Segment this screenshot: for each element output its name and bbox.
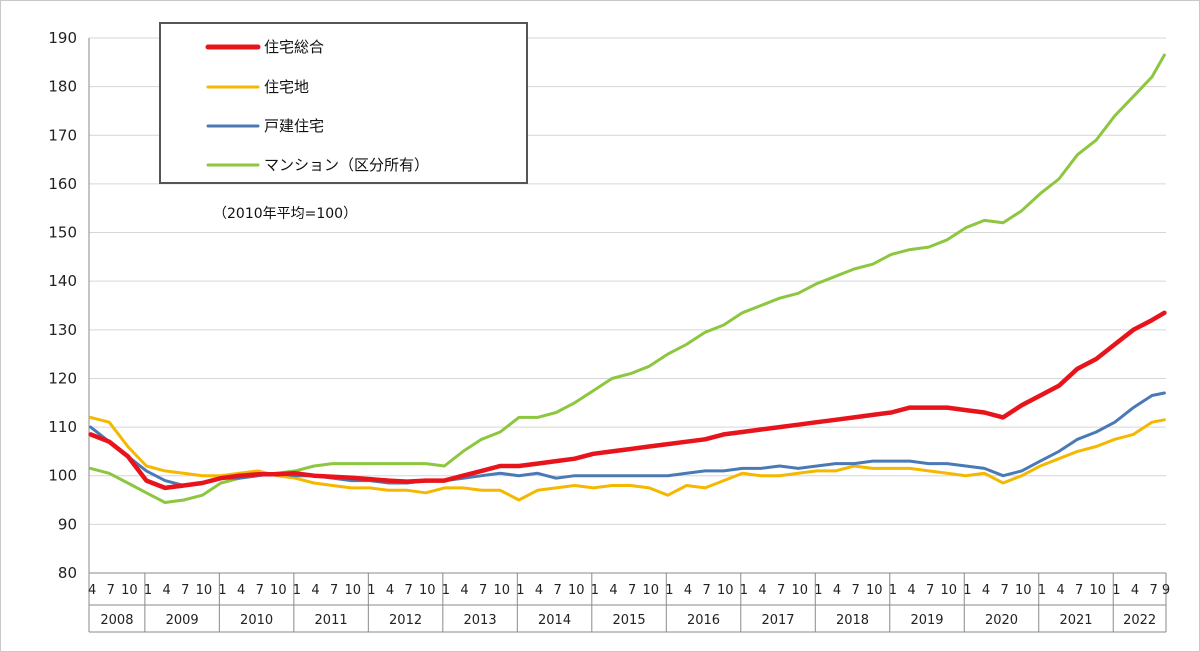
month-tick-label: 10 [121,583,138,598]
month-tick-label: 10 [419,583,436,598]
month-tick-label: 4 [833,583,841,598]
year-label-2018: 2018 [836,613,869,628]
month-tick-label: 10 [196,583,213,598]
year-label-2008: 2008 [100,613,133,628]
year-label-2009: 2009 [166,613,199,628]
year-label-2021: 2021 [1059,613,1092,628]
year-label-2012: 2012 [389,613,422,628]
y-axis-ticks: 80 90 100 110 120 130 140 150 160 170 180 190 [48,29,77,582]
month-tick-label: 1 [367,583,375,598]
month-tick-label: 1 [442,583,450,598]
legend-label-3: マンション（区分所有） [264,156,429,174]
y-tick-label: 100 [48,467,77,485]
y-tick-label: 90 [58,515,77,533]
year-label-2010: 2010 [240,613,273,628]
month-tick-label: 10 [270,583,287,598]
month-tick-label: 1 [1112,583,1120,598]
month-tick-label: 7 [703,583,711,598]
legend-label-1: 住宅地 [264,78,309,96]
month-tick-label: 4 [386,583,394,598]
month-tick-label: 1 [889,583,897,598]
month-tick-label: 1 [963,583,971,598]
year-label-2019: 2019 [910,613,943,628]
year-label-2016: 2016 [687,613,720,628]
year-label-2020: 2020 [985,613,1018,628]
y-tick-label: 160 [48,175,77,193]
y-tick-label: 140 [48,272,77,290]
month-tick-label: 9 [1162,583,1170,598]
month-tick-label: 7 [107,583,115,598]
y-tick-label: 180 [48,78,77,96]
month-tick-label: 1 [665,583,673,598]
base-year-note: （2010年平均=100） [213,206,357,222]
month-tick-label: 7 [479,583,487,598]
legend-label-0: 住宅総合 [264,38,324,56]
legend: 住宅総合 住宅地 戸建住宅 マンション（区分所有） [159,22,528,184]
month-tick-label: 4 [907,583,915,598]
month-tick-label: 7 [851,583,859,598]
month-tick-label: 10 [866,583,883,598]
year-label-2015: 2015 [613,613,646,628]
legend-label-2: 戸建住宅 [264,117,324,135]
legend-box [159,22,528,184]
y-tick-label: 190 [48,29,77,47]
year-label-2011: 2011 [315,613,348,628]
month-tick-label: 1 [144,583,152,598]
month-tick-label: 4 [609,583,617,598]
y-tick-label: 80 [58,564,77,582]
month-tick-label: 4 [535,583,543,598]
year-label-2022: 2022 [1123,613,1156,628]
month-tick-label: 10 [643,583,660,598]
month-tick-label: 7 [1000,583,1008,598]
month-tick-label: 7 [181,583,189,598]
y-tick-label: 110 [48,418,77,436]
month-tick-label: 1 [814,583,822,598]
month-tick-label: 4 [982,583,990,598]
month-tick-label: 4 [88,583,96,598]
year-label-2013: 2013 [464,613,497,628]
month-tick-label: 4 [684,583,692,598]
year-label-2017: 2017 [761,613,794,628]
month-tick-label: 10 [1015,583,1032,598]
month-tick-label: 7 [628,583,636,598]
y-tick-label: 170 [48,126,77,144]
month-tick-label: 10 [568,583,585,598]
month-tick-label: 7 [1149,583,1157,598]
month-tick-label: 4 [237,583,245,598]
month-tick-label: 4 [1056,583,1064,598]
month-tick-label: 7 [1075,583,1083,598]
month-tick-label: 10 [717,583,734,598]
y-tick-label: 150 [48,224,77,242]
month-tick-label: 1 [218,583,226,598]
month-tick-label: 4 [460,583,468,598]
month-tick-label: 4 [1131,583,1139,598]
month-tick-label: 4 [162,583,170,598]
y-tick-label: 130 [48,321,77,339]
month-tick-label: 1 [293,583,301,598]
month-tick-label: 7 [330,583,338,598]
series-lines [88,53,1167,504]
month-tick-label: 1 [1038,583,1046,598]
month-tick-label: 10 [494,583,511,598]
month-tick-label: 7 [554,583,562,598]
month-tick-label: 7 [256,583,264,598]
month-tick-label: 1 [516,583,524,598]
year-label-2014: 2014 [538,613,571,628]
month-tick-label: 4 [758,583,766,598]
month-tick-label: 10 [1089,583,1106,598]
month-tick-label: 4 [311,583,319,598]
month-tick-label: 10 [345,583,362,598]
month-tick-label: 7 [405,583,413,598]
series-line-0 [88,310,1167,491]
month-tick-label: 10 [940,583,957,598]
month-tick-label: 7 [926,583,934,598]
month-tick-label: 1 [591,583,599,598]
y-tick-label: 120 [48,369,77,387]
month-tick-label: 10 [791,583,808,598]
month-tick-label: 7 [777,583,785,598]
month-tick-label: 1 [740,583,748,598]
